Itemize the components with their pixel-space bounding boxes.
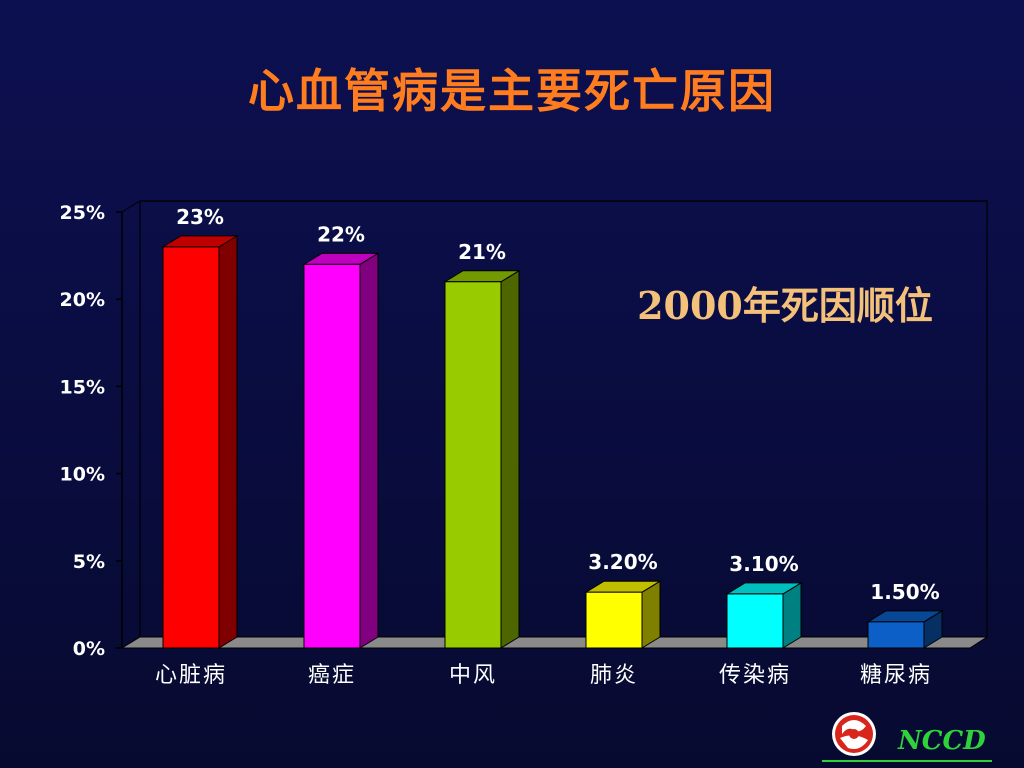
logo-text: NCCD — [898, 726, 986, 756]
data-label: 21% — [458, 240, 506, 264]
y-tick-label: 15% — [60, 376, 105, 398]
x-tick-label: 心脏病 — [155, 663, 227, 688]
bar-front — [726, 593, 784, 649]
y-axis-ticks: 0% 5% 10% 15% 20% 25% — [60, 202, 122, 660]
bar — [584, 580, 662, 649]
bar — [866, 609, 944, 649]
bar-side — [359, 252, 379, 649]
back-wall — [139, 200, 988, 638]
logo-underline — [822, 760, 992, 762]
y-axis-depth-line — [121, 200, 141, 213]
data-label: 3.10% — [729, 552, 798, 576]
x-tick-label: 糖尿病 — [860, 663, 932, 688]
bar — [161, 234, 239, 649]
bar — [725, 582, 803, 649]
x-tick-label: 中风 — [449, 663, 497, 688]
bar-front — [162, 246, 220, 649]
x-tick-label: 癌症 — [308, 663, 356, 688]
bar-front — [867, 621, 925, 649]
bar-side — [641, 580, 661, 649]
bar-front — [585, 591, 643, 649]
bar-front — [444, 281, 502, 649]
y-tick-label: 20% — [60, 289, 105, 311]
bar-side — [500, 269, 520, 649]
data-label: 1.50% — [870, 580, 939, 604]
chart-subtitle: 2000年死因顺位 — [637, 283, 933, 328]
chart-floor — [120, 636, 989, 649]
x-axis-labels: 心脏病 癌症 中风 肺炎 传染病 糖尿病 — [155, 663, 932, 688]
data-label: 3.20% — [588, 550, 657, 574]
bar — [302, 252, 380, 649]
y-tick-label: 10% — [60, 464, 105, 486]
bar-side — [218, 234, 238, 649]
y-tick-label: 5% — [73, 551, 105, 573]
x-tick-label: 传染病 — [719, 663, 791, 688]
nccd-logo-icon — [832, 712, 876, 756]
y-tick-label: 0% — [73, 638, 105, 660]
bar — [443, 269, 521, 649]
data-label: 22% — [317, 222, 365, 246]
bars: 23% 22% 21% 3.20% 3.10% 1.50% — [161, 205, 944, 649]
data-label: 23% — [176, 205, 224, 229]
plot-frame — [120, 200, 989, 649]
y-tick-label: 25% — [60, 202, 105, 224]
slide-title: 心血管病是主要死亡原因 — [248, 64, 776, 118]
bar-front — [303, 263, 361, 649]
x-tick-label: 肺炎 — [590, 663, 638, 688]
